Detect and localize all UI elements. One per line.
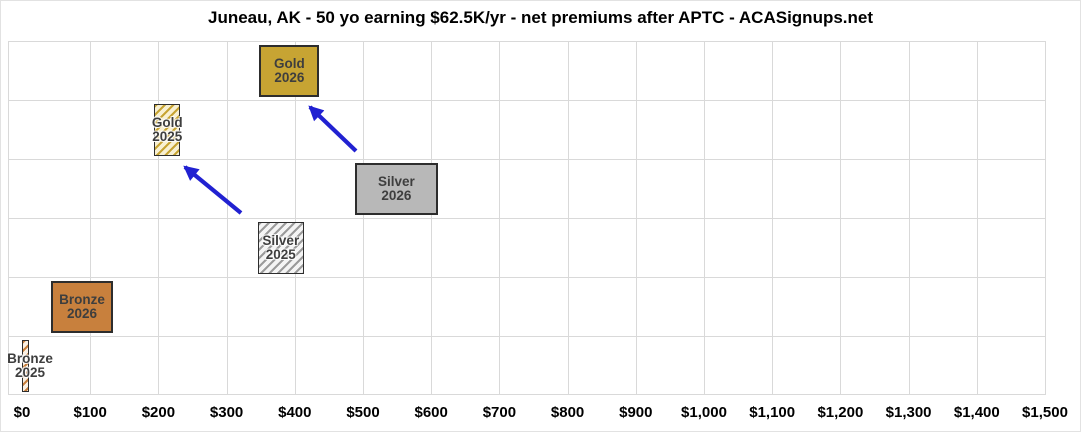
plan-box-bronze-2026 xyxy=(50,281,114,333)
plan-box-gold-2025 xyxy=(154,104,181,156)
x-axis-tick-label: $0 xyxy=(13,404,31,421)
gridline-horizontal xyxy=(8,218,1046,219)
gridline-horizontal xyxy=(8,159,1046,160)
plan-label-line: Silver xyxy=(262,233,300,248)
x-axis-tick-label: $600 xyxy=(414,404,448,421)
x-axis-tick-label: $100 xyxy=(73,404,107,421)
x-axis-tick-label: $300 xyxy=(209,404,244,421)
plan-label-line: Bronze xyxy=(7,351,53,366)
plan-box-label-gold-2025: Gold 2025 xyxy=(152,116,183,144)
x-axis-tick-label: $900 xyxy=(619,404,653,421)
plan-label-line: 2026 xyxy=(381,188,412,203)
x-axis-tick-label: $1,300 xyxy=(885,404,932,421)
plan-label-line: 2025 xyxy=(152,129,183,144)
plan-label-line: 2026 xyxy=(274,70,305,85)
plan-label-line: 2025 xyxy=(265,247,296,262)
x-axis-tick-label: $1,400 xyxy=(953,404,1000,421)
x-axis-tick-label: $500 xyxy=(346,404,380,421)
plan-label-line: Gold xyxy=(273,56,305,71)
plan-box-label-silver-2025: Silver 2025 xyxy=(262,234,299,262)
x-axis-tick-label: $200 xyxy=(141,404,176,421)
x-axis-tick-label: $1,100 xyxy=(749,404,796,421)
plan-label-line: 2025 xyxy=(14,365,46,380)
chart-title: Juneau, AK - 50 yo earning $62.5K/yr - n… xyxy=(207,8,874,27)
gridline-horizontal xyxy=(8,277,1046,278)
plan-box-silver-2025 xyxy=(257,222,304,274)
plan-label-line: Bronze xyxy=(59,292,105,307)
x-axis-tick-label: $1,000 xyxy=(681,404,727,421)
plan-label-line: 2026 xyxy=(66,306,98,321)
x-axis-tick-label: $1,500 xyxy=(1022,404,1068,421)
x-axis-tick-label: $700 xyxy=(482,404,517,421)
x-axis-tick-label: $1,200 xyxy=(817,404,864,421)
x-axis-tick-label: $400 xyxy=(278,404,312,421)
plan-label-line: Gold xyxy=(151,115,183,130)
plan-box-silver-2026 xyxy=(354,163,439,215)
gridline-horizontal xyxy=(8,100,1046,101)
x-axis-tick-label: $800 xyxy=(550,404,585,421)
plan-box-label-silver-2026: Silver 2026 xyxy=(378,175,415,203)
plan-box-label-gold-2026: Gold 2026 xyxy=(274,57,305,85)
plan-box-bronze-2025 xyxy=(22,340,29,392)
plan-box-label-bronze-2026: Bronze 2026 xyxy=(59,293,105,321)
plan-box-label-bronze-2025: Bronze 2025 xyxy=(7,352,53,380)
gridline-horizontal xyxy=(8,336,1046,337)
plan-label-line: Silver xyxy=(378,174,415,189)
plan-box-gold-2026 xyxy=(259,45,320,97)
